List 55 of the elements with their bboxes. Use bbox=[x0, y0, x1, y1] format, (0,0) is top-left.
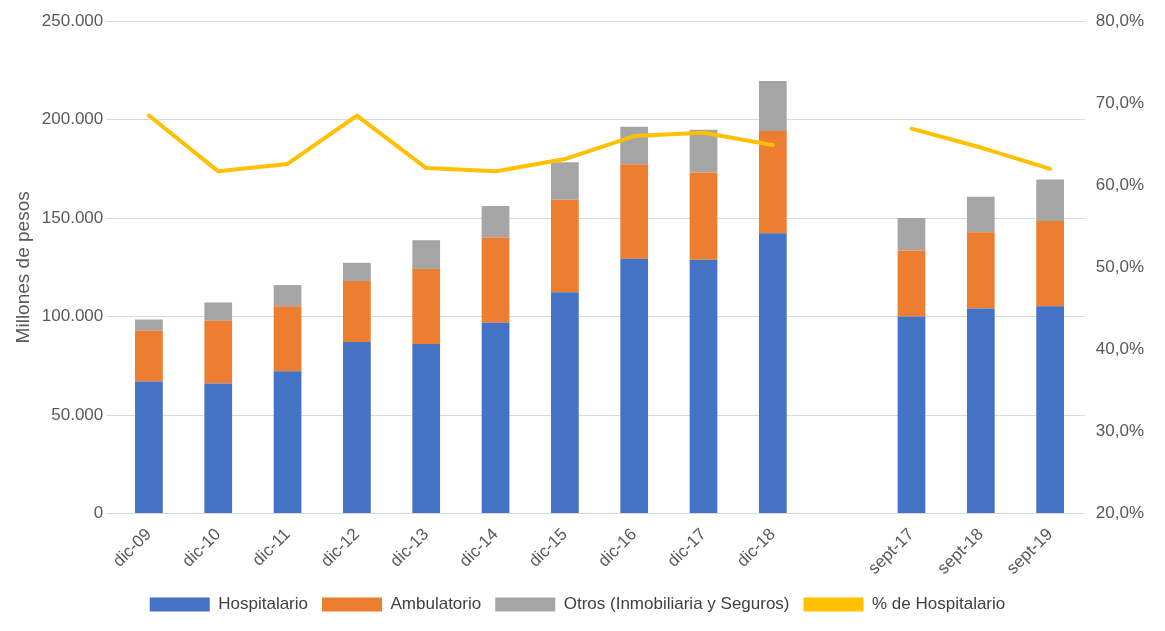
bar bbox=[204, 383, 233, 513]
y2-tick-label: 20,0% bbox=[1095, 503, 1144, 523]
y2-tick-label: 30,0% bbox=[1095, 421, 1144, 441]
bar bbox=[204, 320, 233, 384]
bar bbox=[966, 308, 995, 513]
bar bbox=[897, 250, 926, 317]
y-tick-label: 250.000 bbox=[41, 10, 104, 30]
bar bbox=[481, 237, 510, 323]
legend-label: % de Hospitalario bbox=[872, 594, 1006, 614]
bar bbox=[620, 164, 649, 259]
legend-label: Otros (Inmobiliaria y Seguros) bbox=[563, 594, 790, 614]
bar bbox=[758, 233, 787, 513]
y-axis-title: Millones de pesos bbox=[11, 191, 33, 344]
bar bbox=[273, 285, 302, 307]
legend-label: Hospitalario bbox=[218, 594, 309, 614]
bar bbox=[412, 268, 441, 344]
y-tick-label: 50.000 bbox=[51, 404, 104, 424]
bar bbox=[135, 381, 163, 513]
bar bbox=[689, 259, 718, 513]
y2-tick-label: 70,0% bbox=[1095, 92, 1144, 112]
bar bbox=[343, 262, 371, 282]
bar bbox=[551, 162, 579, 200]
bar bbox=[966, 232, 995, 309]
bar bbox=[273, 306, 302, 372]
bar bbox=[343, 341, 371, 513]
legend-label: Ambulatorio bbox=[390, 594, 482, 614]
bar bbox=[1036, 179, 1064, 222]
bar bbox=[343, 281, 371, 342]
bar bbox=[273, 371, 302, 513]
y2-tick-label: 40,0% bbox=[1095, 339, 1144, 359]
bar bbox=[758, 130, 787, 234]
bar bbox=[551, 292, 579, 513]
bar bbox=[758, 81, 787, 131]
bar bbox=[1036, 306, 1064, 513]
bar bbox=[966, 196, 995, 233]
y-tick-label: 150.000 bbox=[41, 207, 104, 227]
y-tick-label: 0 bbox=[93, 503, 104, 523]
bar bbox=[412, 343, 441, 513]
bar bbox=[135, 330, 163, 382]
y2-tick-label: 80,0% bbox=[1095, 10, 1144, 30]
y2-tick-label: 50,0% bbox=[1095, 257, 1144, 277]
y2-tick-label: 60,0% bbox=[1095, 174, 1144, 194]
bar bbox=[620, 258, 649, 513]
bar bbox=[481, 322, 510, 513]
bar bbox=[897, 316, 926, 513]
bar bbox=[204, 302, 233, 321]
bar bbox=[897, 218, 926, 251]
bar bbox=[551, 199, 579, 293]
bar bbox=[1036, 221, 1064, 307]
bar bbox=[135, 319, 163, 331]
y-tick-label: 200.000 bbox=[41, 109, 104, 129]
bar bbox=[481, 205, 510, 238]
bar bbox=[412, 240, 441, 269]
bar bbox=[689, 172, 718, 260]
y-tick-label: 100.000 bbox=[41, 306, 104, 326]
